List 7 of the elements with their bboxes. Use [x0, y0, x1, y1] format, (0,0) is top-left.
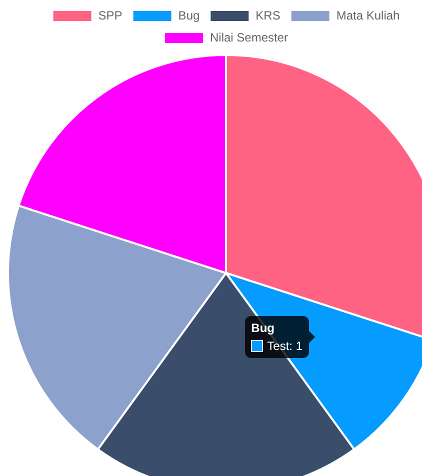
legend-label: Bug: [178, 8, 200, 22]
slice-label: Bug: [251, 321, 276, 336]
legend-label: SPP: [98, 8, 122, 22]
legend-label: Mata Kuliah: [336, 8, 400, 22]
text: Test: 1: [267, 339, 303, 354]
legend-label: KRS: [256, 8, 280, 22]
legend-label: Nilai Semester: [210, 30, 288, 44]
